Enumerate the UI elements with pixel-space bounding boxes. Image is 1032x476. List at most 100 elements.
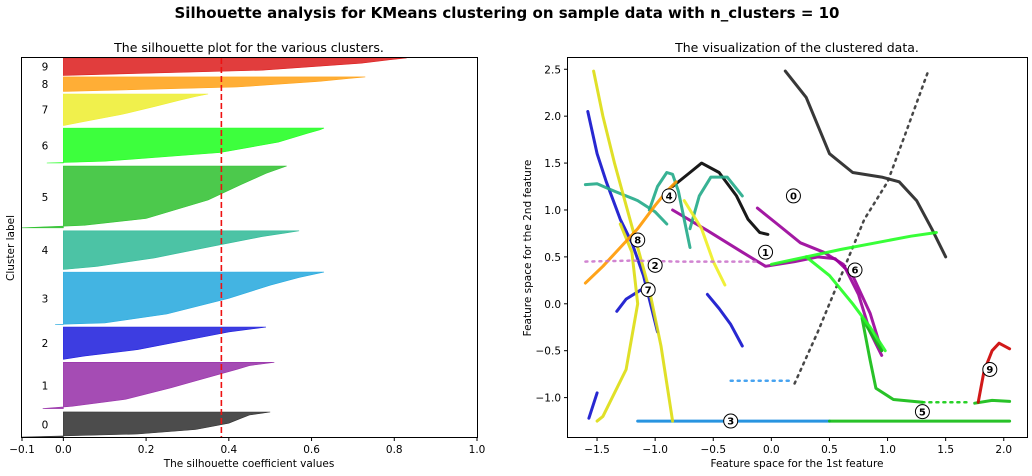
cluster-center-label-2: 2 — [652, 261, 659, 272]
cluster-center-1 — [758, 244, 774, 260]
silhouette-cluster-5 — [21, 165, 287, 229]
scatter-x-tick-label: 0.5 — [821, 444, 838, 456]
scatter-series-8 — [587, 391, 599, 420]
scatter-series-21 — [595, 222, 640, 423]
scatter-series-15 — [860, 316, 924, 404]
scatter-x-tick-label: −1.5 — [584, 444, 610, 456]
cluster-center-7 — [640, 282, 656, 298]
cluster-scatter-frame — [567, 57, 1028, 438]
scatter-series-2 — [671, 161, 770, 236]
cluster-scatter-marks — [583, 69, 1012, 423]
figure-suptitle: Silhouette analysis for KMeans clusterin… — [175, 4, 840, 22]
cluster-centers: 0 1 2 3 4 5 6 7 8 9 — [630, 188, 998, 429]
cluster-center-label-0: 0 — [790, 192, 797, 203]
scatter-series-0 — [783, 69, 948, 259]
scatter-series-22 — [682, 199, 727, 287]
silhouette-x-tick-label: 0.2 — [138, 444, 155, 456]
silhouette-cluster-0 — [21, 411, 271, 438]
scatter-series-20 — [592, 69, 675, 423]
cluster-scatter-plot: The visualization of the clustered data.… — [522, 40, 1028, 470]
silhouette-cluster-2 — [63, 326, 267, 360]
silhouette-cluster-label-2: 2 — [42, 338, 49, 350]
cluster-center-4 — [661, 188, 677, 204]
cluster-center-6 — [847, 262, 863, 278]
scatter-y-tick-label: −0.5 — [536, 346, 562, 358]
scatter-series-4 — [755, 206, 884, 357]
silhouette-cluster-8 — [63, 76, 366, 92]
silhouette-cluster-label-4: 4 — [42, 245, 49, 257]
silhouette-cluster-6 — [46, 127, 325, 164]
silhouette-cluster-4 — [63, 230, 300, 270]
silhouette-cluster-3 — [55, 271, 325, 325]
cluster-center-label-1: 1 — [762, 248, 769, 259]
scatter-series-18 — [769, 231, 938, 266]
scatter-x-tick-label: −0.5 — [701, 444, 727, 456]
scatter-y-tick-label: 2.0 — [544, 111, 561, 123]
silhouette-marks: 0 1 2 3 4 5 6 7 8 9 — [21, 57, 407, 438]
cluster-center-label-6: 6 — [852, 266, 859, 277]
scatter-series-12 — [647, 171, 692, 249]
silhouette-cluster-label-8: 8 — [42, 79, 49, 91]
scatter-x-tick-label: 1.0 — [879, 444, 896, 456]
silhouette-cluster-9 — [63, 57, 407, 77]
silhouette-cluster-label-5: 5 — [42, 192, 49, 204]
cluster-center-label-7: 7 — [645, 285, 652, 296]
cluster-center-2 — [647, 257, 663, 273]
scatter-series-24 — [584, 259, 761, 263]
scatter-series-11 — [583, 182, 669, 226]
silhouette-x-tick-label: 0.8 — [386, 444, 403, 456]
cluster-center-label-9: 9 — [986, 365, 993, 376]
silhouette-plot-title: The silhouette plot for the various clus… — [113, 40, 384, 55]
scatter-x-tick-label: −1.0 — [642, 444, 668, 456]
silhouette-x-tick-label: 0.6 — [303, 444, 320, 456]
scatter-series-17 — [973, 398, 1012, 405]
silhouette-x-tick-label: −0.1 — [9, 444, 35, 456]
cluster-center-0 — [785, 188, 801, 204]
cluster-scatter-title: The visualization of the clustered data. — [674, 40, 919, 55]
silhouette-x-label: The silhouette coefficient values — [163, 458, 335, 470]
silhouette-plot: The silhouette plot for the various clus… — [5, 40, 485, 470]
silhouette-x-tick-label: 0.0 — [55, 444, 72, 456]
cluster-scatter-x-label: Feature space for the 1st feature — [710, 458, 883, 470]
cluster-center-3 — [723, 413, 739, 429]
scatter-series-19 — [804, 255, 887, 353]
scatter-y-tick-label: 1.0 — [544, 205, 561, 217]
silhouette-cluster-label-3: 3 — [42, 293, 49, 305]
silhouette-cluster-label-0: 0 — [42, 419, 49, 431]
silhouette-x-tick-label: 0.4 — [220, 444, 237, 456]
silhouette-cluster-label-7: 7 — [42, 105, 49, 117]
scatter-y-tick-label: 0.5 — [544, 252, 561, 264]
scatter-y-tick-label: −1.0 — [536, 393, 562, 405]
cluster-center-label-3: 3 — [727, 417, 734, 428]
silhouette-y-label: Cluster label — [5, 215, 17, 281]
silhouette-x-ticks: −0.1 0.0 0.2 0.4 0.6 0.8 1.0 — [9, 437, 485, 456]
scatter-y-tick-label: 1.5 — [544, 158, 561, 170]
scatter-x-tick-label: 2.0 — [995, 444, 1012, 456]
cluster-center-label-5: 5 — [919, 407, 926, 418]
scatter-series-13 — [688, 175, 744, 231]
cluster-scatter-ticks: −1.5 −1.0 −0.5 0.0 0.5 1.0 1.5 2.0 −1.0 −0.5 0.0 0.… — [536, 64, 1013, 456]
cluster-center-8 — [630, 232, 646, 248]
scatter-y-tick-label: 2.5 — [544, 64, 561, 76]
silhouette-x-tick-label: 1.0 — [469, 444, 486, 456]
silhouette-cluster-1 — [42, 362, 275, 409]
silhouette-cluster-label-6: 6 — [42, 141, 49, 153]
scatter-x-tick-label: 1.5 — [937, 444, 954, 456]
scatter-x-tick-label: 0.0 — [763, 444, 780, 456]
silhouette-cluster-label-1: 1 — [42, 380, 49, 392]
cluster-scatter-y-label: Feature space for the 2nd feature — [522, 160, 534, 337]
cluster-center-5 — [914, 404, 930, 420]
scatter-y-tick-label: 0.0 — [544, 299, 561, 311]
silhouette-plot-frame — [21, 57, 478, 438]
cluster-center-9 — [982, 361, 998, 377]
scatter-series-3 — [671, 208, 884, 353]
scatter-series-7 — [705, 292, 744, 348]
cluster-center-label-4: 4 — [666, 192, 673, 203]
scatter-series-25 — [976, 341, 1012, 404]
silhouette-cluster-label-9: 9 — [42, 62, 49, 74]
silhouette-cluster-7 — [63, 93, 209, 126]
scatter-series-5 — [586, 110, 659, 334]
cluster-center-label-8: 8 — [634, 236, 641, 247]
scatter-series-1 — [793, 69, 930, 385]
